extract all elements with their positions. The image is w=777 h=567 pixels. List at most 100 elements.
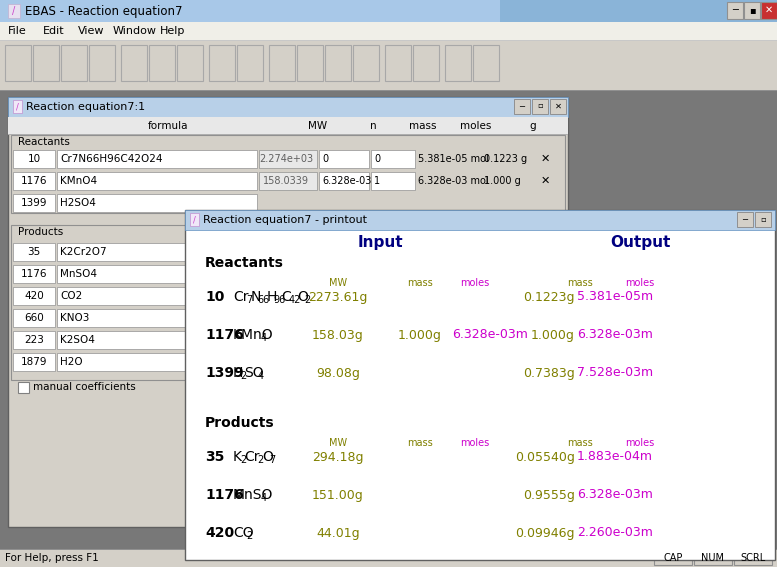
Text: 1.000 g: 1.000 g bbox=[484, 176, 521, 186]
Bar bbox=[61, 45, 87, 81]
Text: H: H bbox=[233, 366, 243, 380]
Text: 7.528e-03m: 7.528e-03m bbox=[577, 366, 653, 379]
Text: 0.05540g: 0.05540g bbox=[515, 451, 575, 463]
Text: ▪: ▪ bbox=[749, 5, 755, 15]
Bar bbox=[121, 45, 147, 81]
Text: 1176: 1176 bbox=[205, 488, 244, 502]
Text: ─: ─ bbox=[520, 101, 524, 111]
Text: 0.1223 g: 0.1223 g bbox=[484, 154, 527, 164]
Text: mass: mass bbox=[409, 121, 437, 131]
Text: 6.328e-03m: 6.328e-03m bbox=[452, 328, 528, 341]
Text: 420: 420 bbox=[205, 526, 234, 540]
Bar bbox=[371, 172, 415, 190]
Text: MW: MW bbox=[308, 121, 328, 131]
Bar bbox=[13, 287, 55, 305]
Text: Input: Input bbox=[357, 235, 402, 251]
Text: 5.381e-05m: 5.381e-05m bbox=[577, 290, 653, 303]
Bar bbox=[353, 45, 379, 81]
Bar bbox=[532, 99, 548, 114]
Text: ✕: ✕ bbox=[540, 154, 549, 164]
Text: 0.9555g: 0.9555g bbox=[523, 489, 575, 501]
Text: 6.328e-03: 6.328e-03 bbox=[322, 176, 371, 186]
Text: g: g bbox=[530, 121, 536, 131]
Text: moles: moles bbox=[461, 438, 490, 448]
Text: K2SO4: K2SO4 bbox=[60, 335, 95, 345]
Text: 2273.61g: 2273.61g bbox=[308, 290, 368, 303]
Text: Edit: Edit bbox=[43, 26, 64, 36]
Bar bbox=[514, 99, 530, 114]
Bar bbox=[13, 353, 55, 371]
Text: mass: mass bbox=[407, 278, 433, 288]
Text: 1: 1 bbox=[374, 176, 380, 186]
Bar bbox=[11, 135, 565, 213]
Text: 0: 0 bbox=[322, 154, 328, 164]
Bar bbox=[761, 2, 777, 19]
Text: 2: 2 bbox=[258, 455, 264, 465]
Bar bbox=[734, 551, 772, 565]
Text: 35: 35 bbox=[205, 450, 225, 464]
Bar bbox=[0, 40, 777, 41]
Text: O: O bbox=[297, 290, 308, 304]
Bar bbox=[0, 90, 777, 91]
Text: 1.000g: 1.000g bbox=[531, 328, 575, 341]
Bar bbox=[319, 150, 369, 168]
Text: 6.328e-03m: 6.328e-03m bbox=[577, 328, 653, 341]
Text: File: File bbox=[8, 26, 26, 36]
Text: ▫: ▫ bbox=[760, 214, 766, 223]
Text: 44.01g: 44.01g bbox=[316, 527, 360, 539]
Text: Reaction equation7 - printout: Reaction equation7 - printout bbox=[203, 215, 367, 225]
Text: ✕: ✕ bbox=[555, 101, 562, 111]
Bar bbox=[550, 99, 566, 114]
Bar bbox=[0, 549, 777, 567]
Bar bbox=[8, 4, 20, 18]
Text: 96: 96 bbox=[273, 295, 285, 305]
Text: H2O: H2O bbox=[60, 357, 82, 367]
Bar bbox=[13, 150, 55, 168]
Bar bbox=[57, 331, 257, 349]
Text: K: K bbox=[233, 450, 242, 464]
Text: /: / bbox=[193, 215, 196, 225]
Bar bbox=[13, 100, 22, 113]
Text: moles: moles bbox=[625, 438, 655, 448]
Bar bbox=[57, 353, 257, 371]
Bar bbox=[18, 382, 29, 393]
Bar bbox=[177, 45, 203, 81]
Bar bbox=[11, 225, 565, 380]
Text: View: View bbox=[78, 26, 104, 36]
Text: For Help, press F1: For Help, press F1 bbox=[5, 553, 99, 563]
Bar bbox=[0, 0, 777, 22]
Text: 158.0339: 158.0339 bbox=[263, 176, 309, 186]
Bar bbox=[473, 45, 499, 81]
Bar bbox=[57, 287, 257, 305]
Bar bbox=[0, 91, 777, 567]
Text: Cr: Cr bbox=[233, 290, 249, 304]
Text: EBAS - Reaction equation7: EBAS - Reaction equation7 bbox=[25, 5, 183, 18]
Bar bbox=[319, 172, 369, 190]
Text: KNO3: KNO3 bbox=[60, 313, 89, 323]
Text: 1399: 1399 bbox=[205, 366, 244, 380]
Text: KMnO4: KMnO4 bbox=[60, 176, 97, 186]
Bar bbox=[371, 150, 415, 168]
Text: 5.381e-05 mol: 5.381e-05 mol bbox=[418, 154, 489, 164]
Text: CO: CO bbox=[233, 526, 253, 540]
Text: 98.08g: 98.08g bbox=[316, 366, 360, 379]
Bar bbox=[13, 172, 55, 190]
Bar bbox=[737, 212, 753, 227]
Bar bbox=[149, 45, 175, 81]
Text: formula: formula bbox=[148, 121, 188, 131]
Bar bbox=[755, 212, 771, 227]
Text: 660: 660 bbox=[24, 313, 44, 323]
Text: MnSO4: MnSO4 bbox=[60, 269, 97, 279]
Text: Cr7N66H96C42O24: Cr7N66H96C42O24 bbox=[60, 154, 162, 164]
Text: 294.18g: 294.18g bbox=[312, 451, 364, 463]
Text: 2: 2 bbox=[240, 455, 246, 465]
Bar bbox=[57, 194, 257, 212]
Text: 10: 10 bbox=[205, 290, 225, 304]
Bar bbox=[0, 22, 777, 41]
Bar bbox=[654, 551, 692, 565]
Text: ─: ─ bbox=[732, 5, 738, 15]
Text: 0: 0 bbox=[374, 154, 380, 164]
Text: K2Cr2O7: K2Cr2O7 bbox=[60, 247, 106, 257]
Text: 10: 10 bbox=[27, 154, 40, 164]
Text: Output: Output bbox=[610, 235, 671, 251]
